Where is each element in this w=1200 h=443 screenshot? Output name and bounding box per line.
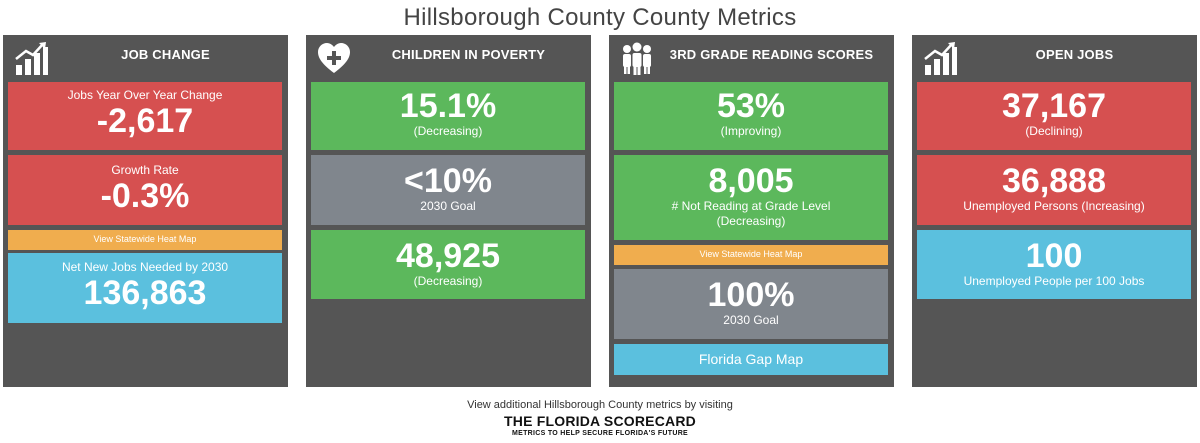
open-jobs-tile: 37,167 (Declining) [917,82,1191,150]
tile-label: Jobs Year Over Year Change [67,88,223,102]
tile-label: 2030 Goal [723,313,779,327]
logo-tagline: METRICS TO HELP SECURE FLORIDA'S FUTURE [511,430,689,437]
ratio-tile: 100 Unemployed People per 100 Jobs [917,230,1191,299]
tile-value: <10% [404,162,492,200]
page-title: Hillsborough County County Metrics [403,4,797,31]
tile-value: 15.1% [399,87,497,125]
panel-title: JOB CHANGE [121,47,210,62]
panel-open-jobs: OPEN JOBS 37,167 (Declining) 36,888 Unem… [912,35,1197,387]
statewide-heat-map-link[interactable]: View Statewide Heat Map [614,245,888,265]
tile-label: Net New Jobs Needed by 2030 [61,260,229,274]
tile-value: 136,863 [83,274,207,312]
panel-header: CHILDREN IN POVERTY [306,35,591,82]
bar-chart-icon [15,42,48,75]
poverty-count-tile: 48,925 (Decreasing) [311,230,585,299]
tile-value: -0.3% [100,177,190,215]
reading-goal-tile: 100% 2030 Goal [614,269,888,339]
bar-chart-icon [924,42,957,75]
unemployed-tile: 36,888 Unemployed Persons (Increasing) [917,155,1191,225]
tile-label: Unemployed Persons (Increasing) [963,199,1145,213]
growth-rate-tile: Growth Rate -0.3% [8,155,282,225]
tile-value: 37,167 [1002,87,1106,125]
tile-label: (Decreasing) [413,274,483,288]
people-icon [623,42,651,75]
tile-value: 48,925 [396,237,500,275]
jobs-yoy-tile: Jobs Year Over Year Change -2,617 [8,82,282,150]
heart-plus-icon [318,43,350,73]
panel-children-in-poverty: CHILDREN IN POVERTY 15.1% (Decreasing) <… [306,35,591,387]
tile-label: (Decreasing) [413,124,483,138]
florida-scorecard-logo[interactable]: THE FLORIDA SCORECARD METRICS TO HELP SE… [500,414,700,438]
tile-value: 100 [1025,237,1083,275]
net-new-jobs-tile: Net New Jobs Needed by 2030 136,863 [8,253,282,323]
tile-value: 8,005 [708,162,794,200]
link-label: View Statewide Heat Map [699,249,803,259]
statewide-heat-map-link[interactable]: View Statewide Heat Map [8,230,282,250]
tile-value: -2,617 [96,102,194,140]
florida-gap-map-button[interactable]: Florida Gap Map [614,344,888,375]
logo-title: THE FLORIDA SCORECARD [504,413,696,429]
tile-label: # Not Reading at Grade Level [671,199,831,213]
not-reading-tile: 8,005 # Not Reading at Grade Level (Decr… [614,155,888,240]
button-label: Florida Gap Map [698,351,804,367]
panel-header: 3RD GRADE READING SCORES [609,35,894,82]
tile-value: 100% [707,276,795,314]
poverty-goal-tile: <10% 2030 Goal [311,155,585,225]
panel-reading-scores: 3RD GRADE READING SCORES 53% (Improving)… [609,35,894,387]
tile-label: 2030 Goal [420,199,476,213]
tile-value: 36,888 [1002,162,1106,200]
link-label: View Statewide Heat Map [93,234,197,244]
panel-title: 3RD GRADE READING SCORES [669,47,874,62]
panel-header: JOB CHANGE [3,35,288,82]
panel-title: OPEN JOBS [1035,47,1114,62]
poverty-current-tile: 15.1% (Decreasing) [311,82,585,150]
tile-value: 53% [716,87,786,125]
tile-label: Unemployed People per 100 Jobs [963,274,1145,288]
footer-text: View additional Hillsborough County metr… [467,399,733,411]
tile-label: Growth Rate [111,163,179,177]
reading-current-tile: 53% (Improving) [614,82,888,150]
tile-label: (Improving) [720,124,782,138]
panel-header: OPEN JOBS [912,35,1197,82]
panel-job-change: JOB CHANGE Jobs Year Over Year Change -2… [3,35,288,387]
panel-title: CHILDREN IN POVERTY [391,47,546,62]
tile-label-secondary: (Decreasing) [716,214,786,228]
tile-label: (Declining) [1025,124,1083,138]
